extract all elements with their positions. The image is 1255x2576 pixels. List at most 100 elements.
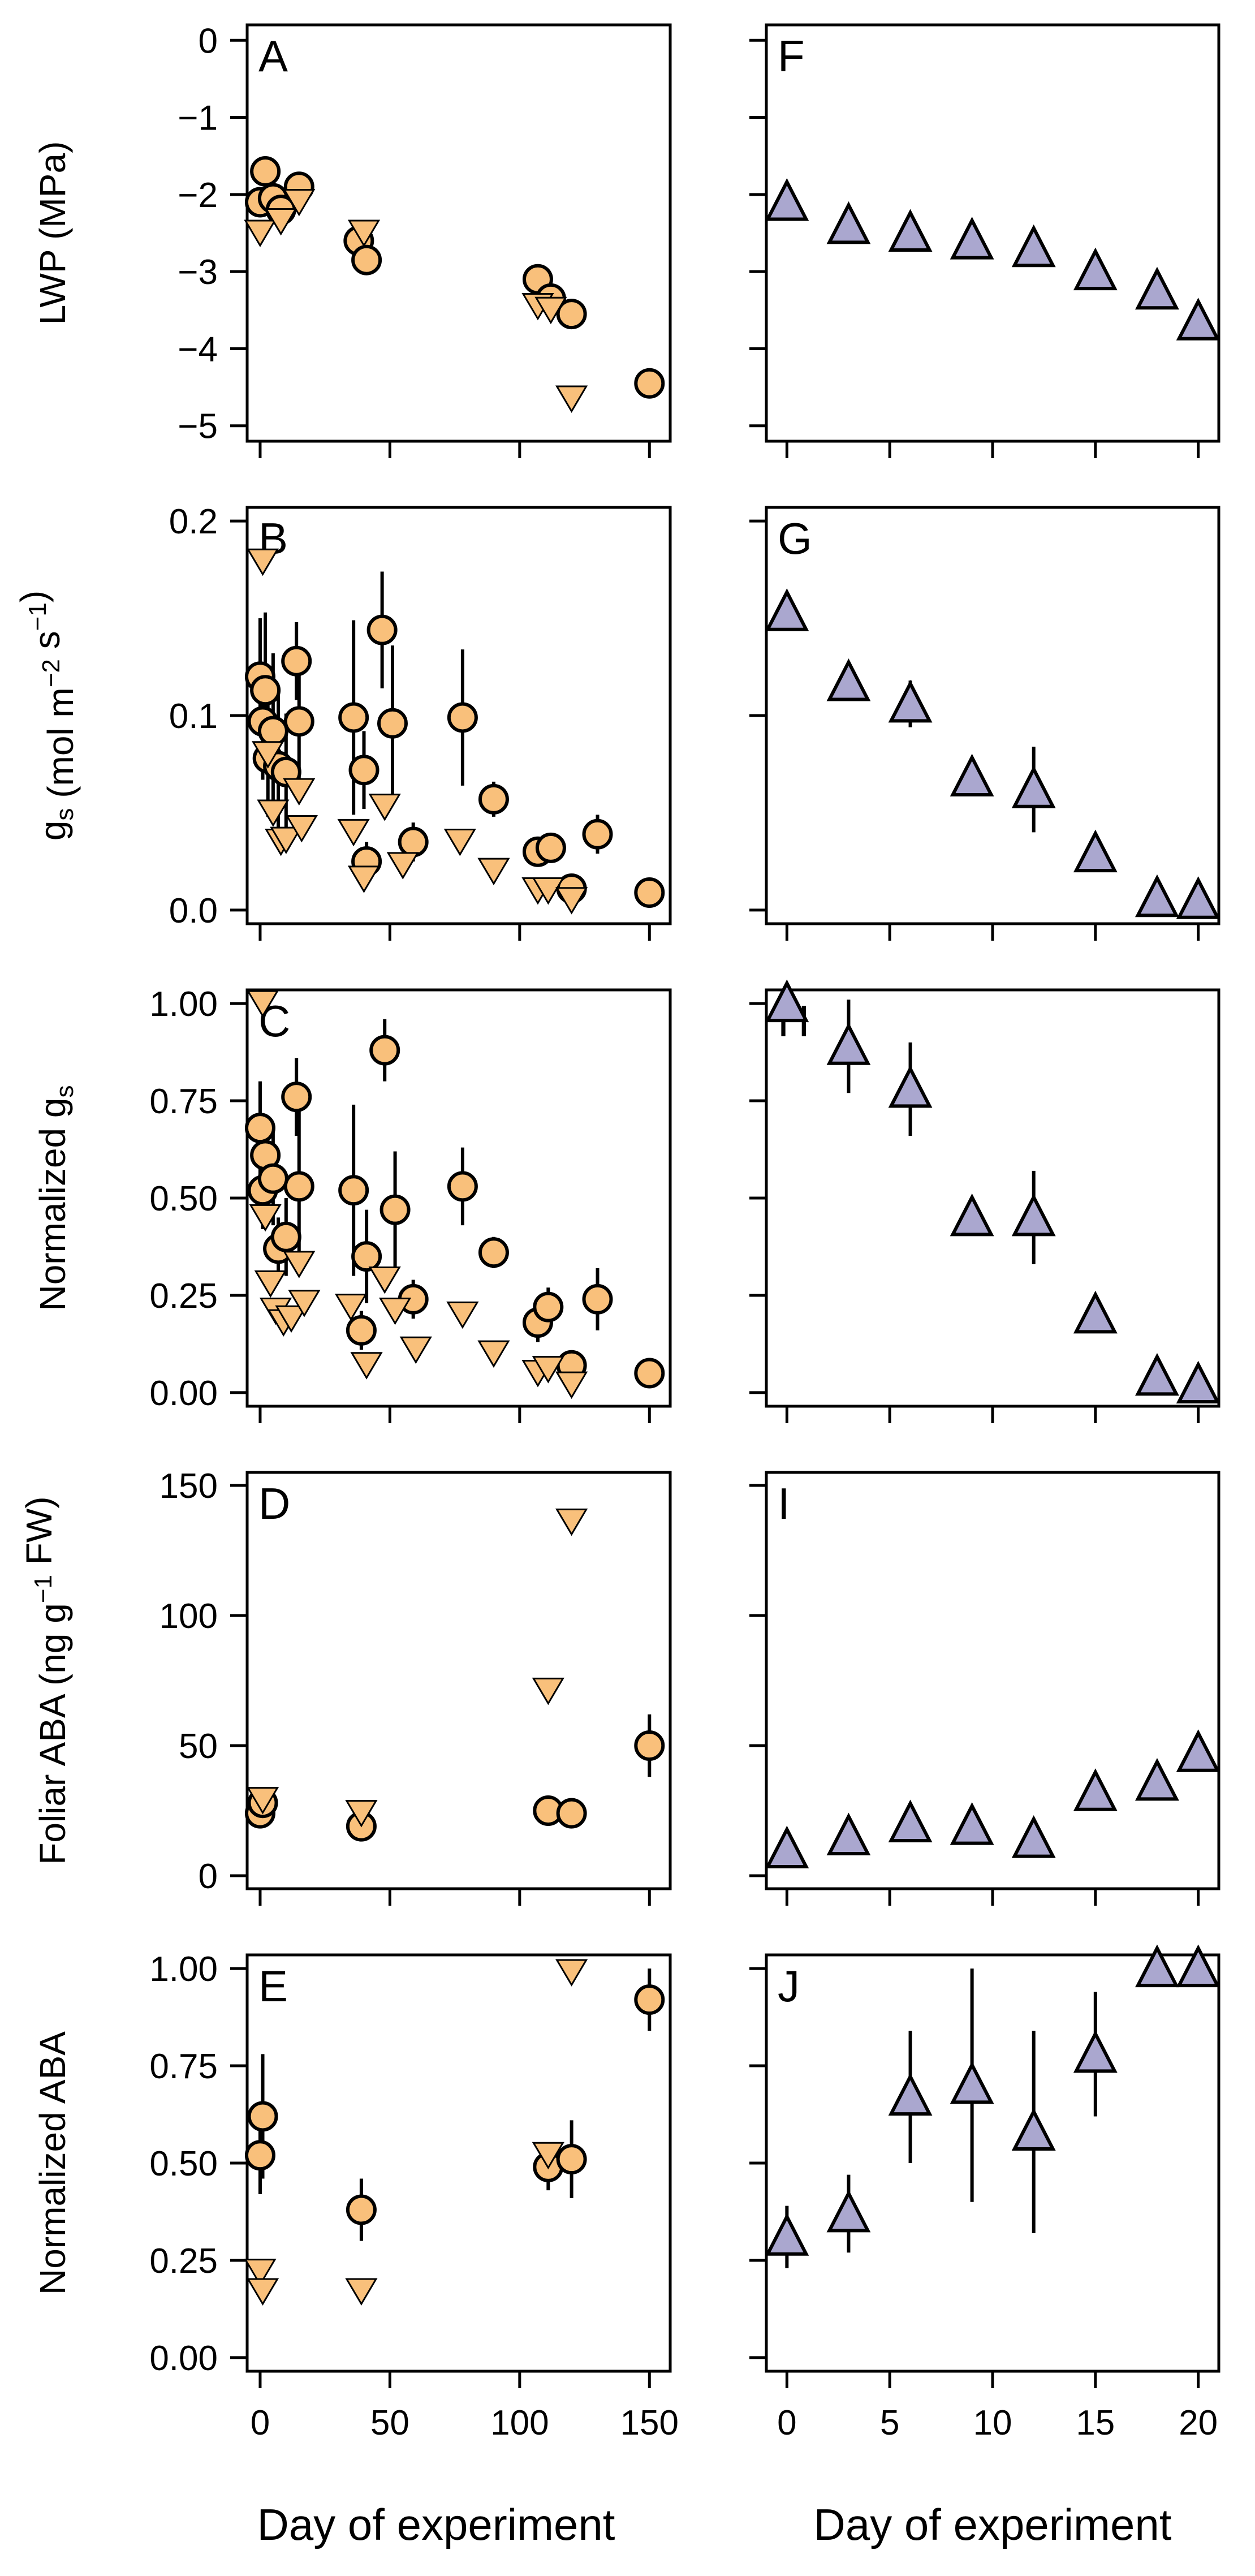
panel-e-xtick-label: 150 [620, 2403, 679, 2443]
panel-e-xtick-label: 0 [251, 2403, 270, 2443]
panel-c-ytick-label: 0.00 [149, 1374, 218, 1413]
panel-b-point-circle [634, 877, 665, 908]
ylabel-text: ) [13, 591, 54, 602]
ylabel-text: Foliar ABA (ng g [32, 1603, 73, 1864]
panel-a-ytick-label: −2 [178, 176, 218, 215]
panel-i-point-triangle-up [1176, 1729, 1221, 1772]
panel-b-point-triangle-down [532, 877, 564, 905]
ylabel-superscript: −1 [29, 1575, 57, 1603]
panel-f-point-triangle-up [1073, 247, 1118, 291]
panel-c-point-triangle-down [246, 990, 279, 1018]
panel-i: I [749, 1471, 1221, 1906]
panel-a-frame [245, 23, 672, 443]
panel-j-xtick-label: 20 [1179, 2403, 1218, 2443]
panel-e-xtick-label: 100 [490, 2403, 549, 2443]
panel-c-point-circle [582, 1283, 613, 1315]
panel-c-point-triangle-down [399, 1336, 432, 1364]
panel-j-xlabel: Day of experiment [814, 2500, 1172, 2549]
panel-b-ylabel: gs (mol m−2 s−1) [13, 591, 81, 841]
panel-c-point-circle [478, 1237, 509, 1268]
panel-b-point-circle [348, 755, 379, 786]
ylabel-subscript: s [51, 1085, 79, 1097]
panel-i-point-triangle-up [765, 1825, 809, 1868]
panel-d-point-triangle-down [246, 1787, 279, 1815]
panel-e-point-circle [247, 2101, 278, 2132]
panel-j-point-triangle-up [765, 2213, 809, 2256]
panel-g-point-triangle-up [888, 679, 933, 723]
ylabel-superscript: −2 [37, 659, 65, 687]
panel-c-point-triangle-down [477, 1340, 510, 1368]
panel-h-point-triangle-up [1011, 1193, 1056, 1237]
panel-a-point-circle [351, 244, 382, 275]
ylabel-subscript: s [51, 808, 79, 821]
panel-c-point-circle [281, 1082, 312, 1113]
panel-h-point-triangle-up [1135, 1352, 1179, 1396]
panel-e-point-circle [634, 1984, 665, 2015]
panel-e-ytick-label: 0.25 [149, 2242, 218, 2281]
panel-f-point-triangle-up [950, 217, 994, 260]
panel-c-point-circle [283, 1171, 314, 1202]
panel-e-point-circle [346, 2194, 377, 2225]
panel-b-point-circle [250, 675, 281, 706]
panel-c-point-circle [244, 1113, 275, 1144]
panel-d-ylabel: Foliar ABA (ng g−1 FW) [19, 1496, 73, 1864]
panel-h-point-triangle-up [1073, 1290, 1118, 1334]
panel-g-point-triangle-up [1135, 874, 1179, 917]
ylabel-text: (mol m [40, 687, 81, 808]
panel-d-ytick-label: 100 [159, 1597, 218, 1636]
panel-e-point-triangle-down [246, 2278, 279, 2306]
panel-b-point-triangle-down [386, 852, 419, 880]
panel-c-point-circle [351, 1241, 382, 1272]
panel-b-point-triangle-down [443, 829, 476, 856]
panel-a-point-triangle-down [283, 188, 316, 217]
panel-a: 0 −1 −2 −3 −4 −5 A LWP (MPa) [32, 21, 672, 458]
panel-c-point-circle [379, 1194, 411, 1225]
ylabel-text: g [32, 821, 73, 841]
panel-a-ytick-label: 0 [199, 21, 218, 61]
panel-a-ytick-label: −3 [178, 253, 218, 292]
panel-h-point-triangle-up [765, 979, 809, 1023]
panel-e-point-triangle-down [532, 2142, 564, 2170]
panel-b-point-triangle-down [477, 858, 510, 886]
panel-i-point-triangle-up [1135, 1757, 1179, 1801]
panel-i-point-triangle-up [826, 1812, 871, 1855]
panel-a-point-triangle-down [534, 296, 567, 325]
panel-d-ytick-label: 50 [179, 1727, 218, 1766]
panel-b-point-circle [283, 706, 314, 737]
panel-d-point-circle [556, 1798, 587, 1829]
panel-j-point-triangle-up [1135, 1944, 1179, 1988]
panel-j-xtick-label: 0 [777, 2403, 796, 2443]
panel-a-label: A [258, 31, 288, 81]
panel-b-point-circle [582, 819, 613, 850]
panel-c-point-triangle-down [288, 1290, 321, 1317]
panel-b-point-circle [398, 826, 429, 858]
panel-c-point-triangle-down [254, 1270, 287, 1298]
panel-h: H [749, 979, 1221, 1423]
panel-f-point-triangle-up [1011, 224, 1056, 268]
panel-g-point-triangle-up [950, 753, 994, 797]
panel-d: 0 50 100 150 D Foliar ABA (ng g−1 FW) [19, 1467, 672, 1906]
panel-b-point-triangle-down [283, 778, 316, 806]
panel-j-xtick-label: 5 [880, 2403, 899, 2443]
panel-a-ytick-label: −5 [178, 407, 218, 446]
panel-d-point-triangle-down [555, 1508, 588, 1536]
panel-e-point-triangle-down [244, 2259, 277, 2286]
panel-i-point-triangle-up [950, 1802, 994, 1845]
panel-c-point-circle [369, 1035, 400, 1066]
panel-c-point-triangle-down [275, 1305, 308, 1333]
panel-b-point-circle [377, 708, 408, 739]
panel-d-ytick-label: 0 [199, 1857, 218, 1896]
panel-d-point-triangle-down [532, 1677, 564, 1705]
panel-a-point-circle [250, 156, 281, 187]
panel-e-ylabel: Normalized ABA [32, 2031, 73, 2295]
panel-b-point-circle [257, 716, 288, 747]
panel-c-point-circle [270, 1221, 301, 1252]
panel-e-xlabel: Day of experiment [257, 2500, 615, 2549]
panel-c-point-circle [447, 1171, 478, 1202]
panel-j-point-triangle-up [1176, 1944, 1221, 1988]
panel-i-point-triangle-up [1073, 1768, 1118, 1811]
panel-i-point-triangle-up [1011, 1815, 1056, 1858]
panel-f-point-triangle-up [888, 209, 933, 252]
panel-a-point-triangle-down [244, 219, 277, 247]
panel-a-ytick-label: −4 [178, 330, 218, 369]
